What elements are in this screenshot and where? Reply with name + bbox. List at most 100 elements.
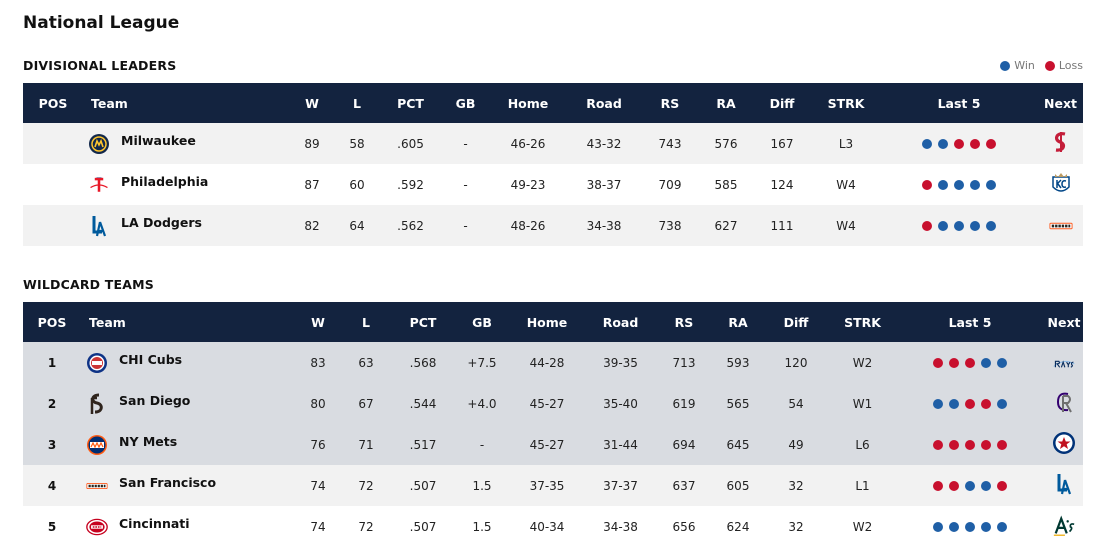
column-header-diff[interactable]: Diff <box>769 95 795 111</box>
reds-logo-icon <box>86 516 108 538</box>
next-opponent-cell[interactable] <box>1045 465 1083 506</box>
column-header-ra[interactable]: RA <box>728 314 748 330</box>
next-opponent-cell[interactable] <box>1038 164 1083 205</box>
column-header-rs[interactable]: RS <box>660 95 680 111</box>
legend-win-label: Win <box>1014 59 1035 72</box>
table-row[interactable]: 2 San Diego 80 67 .544 +4.0 45-27 35-40 619 565 54… <box>23 383 1083 424</box>
table-row[interactable]: 5 Cincinnati 74 72 .507 1.5 40-34 34-38 656 624 32… <box>23 506 1083 547</box>
column-header-last-5[interactable]: Last 5 <box>948 314 992 330</box>
team-name[interactable]: Cincinnati <box>119 516 190 531</box>
column-header-next[interactable]: Next <box>1044 95 1077 111</box>
column-header-gb[interactable]: GB <box>472 314 492 330</box>
table-row[interactable]: 1 CHI Cubs 83 63 .568 +7.5 44-28 39-35 713 593 120… <box>23 342 1083 383</box>
rangers-logo-icon[interactable] <box>1052 431 1076 455</box>
win-dot-icon <box>922 138 932 149</box>
dodgers-logo-icon[interactable] <box>1052 472 1076 496</box>
wins-cell: 74 <box>310 478 326 493</box>
column-header-home[interactable]: Home <box>526 314 568 330</box>
team-name[interactable]: NY Mets <box>119 434 178 449</box>
column-header-gb[interactable]: GB <box>455 95 476 111</box>
loss-dot-icon <box>986 138 996 149</box>
win-dot-icon <box>965 480 975 491</box>
team-name[interactable]: San Francisco <box>119 475 217 490</box>
team-name[interactable]: Milwaukee <box>121 133 196 148</box>
runs-scored-cell: 713 <box>672 355 696 370</box>
column-header-strk[interactable]: STRK <box>844 314 881 330</box>
position-cell: 2 <box>47 396 57 411</box>
legend: Win Loss <box>990 59 1083 72</box>
streak-cell: L6 <box>855 437 870 452</box>
table-row[interactable]: Philadelphia 87 60 .592 - 49-23 38-37 709 585 124… <box>23 164 1083 205</box>
column-header-road[interactable]: Road <box>586 95 622 111</box>
team-name[interactable]: LA Dodgers <box>121 215 202 230</box>
runs-allowed-cell: 565 <box>726 396 750 411</box>
table-row[interactable]: LA Dodgers 82 64 .562 - 48-26 34-38 738 627 111 W4 <box>23 205 1083 246</box>
next-opponent-cell[interactable] <box>1045 424 1083 465</box>
runs-allowed-cell: 627 <box>714 218 738 233</box>
rays-logo-icon[interactable] <box>1052 351 1076 375</box>
column-header-diff[interactable]: Diff <box>783 314 809 330</box>
wins-cell: 76 <box>310 437 326 452</box>
losses-cell: 67 <box>358 396 374 411</box>
win-dot-icon <box>933 521 943 532</box>
giants-logo-icon[interactable] <box>1048 214 1073 238</box>
team-cell[interactable]: San Diego <box>81 383 293 424</box>
team-cell[interactable]: LA Dodgers <box>83 205 288 246</box>
team-cell[interactable]: CHI Cubs <box>81 342 293 383</box>
table-row[interactable]: Milwaukee 89 58 .605 - 46-26 43-32 743 576 167 L3 <box>23 123 1083 164</box>
rockies-logo-icon[interactable] <box>1052 390 1076 414</box>
team-name[interactable]: CHI Cubs <box>119 352 183 367</box>
column-header-pct[interactable]: PCT <box>397 95 424 111</box>
last-5-cell <box>895 424 1045 465</box>
loss-dot-icon <box>933 357 943 368</box>
position-cell <box>23 164 83 205</box>
next-opponent-cell[interactable] <box>1045 506 1083 547</box>
column-header-l[interactable]: L <box>362 314 370 330</box>
team-cell[interactable]: NY Mets <box>81 424 293 465</box>
legend-win: Win <box>1000 59 1035 72</box>
games-back-cell: +7.5 <box>467 355 497 370</box>
column-header-next[interactable]: Next <box>1047 314 1081 330</box>
column-header-team[interactable]: Team <box>89 314 126 330</box>
road-record-cell: 39-35 <box>603 355 638 370</box>
streak-cell: W2 <box>852 519 873 534</box>
column-header-pos[interactable]: POS <box>37 314 67 330</box>
cardinals-logo-icon[interactable] <box>1049 130 1073 154</box>
team-cell[interactable]: Cincinnati <box>81 506 293 547</box>
column-header-rs[interactable]: RS <box>674 314 694 330</box>
team-cell[interactable]: San Francisco <box>81 465 293 506</box>
wildcard-teams-title: WILDCARD TEAMS <box>23 277 154 292</box>
column-header-pct[interactable]: PCT <box>409 314 437 330</box>
column-header-home[interactable]: Home <box>507 95 549 111</box>
column-header-road[interactable]: Road <box>602 314 639 330</box>
loss-dot-icon <box>965 357 975 368</box>
column-header-ra[interactable]: RA <box>716 95 736 111</box>
win-dot-icon <box>938 179 948 190</box>
column-header-last-5[interactable]: Last 5 <box>937 95 981 111</box>
column-header-w[interactable]: W <box>311 314 325 330</box>
table-row[interactable]: 3 NY Mets 76 71 .517 - 45-27 31-44 694 645 49 L6 <box>23 424 1083 465</box>
divisional-leaders-title: DIVISIONAL LEADERS <box>23 58 177 73</box>
royals-logo-icon[interactable] <box>1049 171 1073 195</box>
win-dot-icon <box>997 521 1007 532</box>
loss-dot-icon <box>981 398 991 409</box>
home-record-cell: 44-28 <box>529 355 565 370</box>
team-name[interactable]: San Diego <box>119 393 191 408</box>
next-opponent-cell[interactable] <box>1045 342 1083 383</box>
next-opponent-cell[interactable] <box>1045 383 1083 424</box>
dodgers-logo-icon <box>88 215 110 237</box>
next-opponent-cell[interactable] <box>1038 123 1083 164</box>
column-header-strk[interactable]: STRK <box>827 95 865 111</box>
team-cell[interactable]: Milwaukee <box>83 123 288 164</box>
column-header-team[interactable]: Team <box>91 95 128 111</box>
column-header-l[interactable]: L <box>353 95 361 111</box>
next-opponent-cell[interactable] <box>1038 205 1083 246</box>
column-header-w[interactable]: W <box>305 95 319 111</box>
column-header-pos[interactable]: POS <box>38 95 68 111</box>
runs-allowed-cell: 624 <box>726 519 750 534</box>
athletics-logo-icon[interactable] <box>1052 514 1076 538</box>
team-cell[interactable]: Philadelphia <box>83 164 288 205</box>
table-row[interactable]: 4 San Francisco 74 72 .507 1.5 37-35 37-37 637 60… <box>23 465 1083 506</box>
streak-cell: L3 <box>838 136 854 151</box>
team-name[interactable]: Philadelphia <box>121 174 209 189</box>
